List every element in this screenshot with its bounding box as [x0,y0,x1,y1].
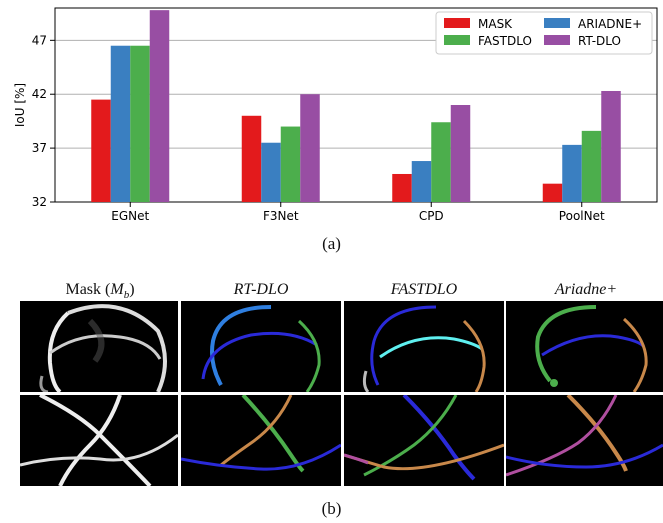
rtdlo-image-top [181,301,341,392]
bar-fastdlo-cpd [431,122,451,202]
plot-frame [54,7,658,203]
bar-ariadne-f3net [261,142,281,202]
y-axis-label: IoU [%] [13,83,27,127]
legend-swatch [544,18,570,28]
panel-title-rtdlo: RT-DLO [233,281,289,298]
mask-image-bottom [20,395,178,486]
legend-box [435,11,653,55]
iou-bar-chart: 32 37 42 47 IoU [%] EGNet F3Net CPD PoolNet MASK A… [13,7,658,223]
caption-b: (b) [321,499,342,518]
bar-rtdlo-poolnet [601,90,621,202]
ariadne-image-top [506,301,663,392]
legend-swatch [444,18,470,28]
bar-ariadne-cpd [411,161,432,202]
bar-mask-poolnet [542,183,563,202]
bar-rtdlo-egnet [149,10,170,203]
bar-ariadne-poolnet [562,144,582,202]
legend-swatch [444,35,470,45]
legend-label: FASTDLO [478,34,532,48]
x-tick-label: EGNet [111,209,149,223]
legend-label: RT-DLO [578,34,621,48]
ariadne-image-bottom [506,395,663,486]
x-tick-label: F3Net [263,209,299,223]
bar-rtdlo-f3net [300,94,320,202]
x-tick-label: CPD [419,209,444,223]
bar-mask-egnet [91,99,111,202]
panel-title-ariadne: Ariadne+ [554,281,618,298]
y-tick-label: 32 [32,195,47,209]
legend-label: MASK [478,17,513,31]
bar-rtdlo-cpd [450,105,471,202]
legend-swatch [544,35,570,45]
caption-a: (a) [322,234,341,253]
y-tick-label: 47 [32,33,47,47]
mask-image-top [20,301,178,392]
x-tick-label: PoolNet [559,209,605,223]
panel-title-fastdlo: FASTDLO [390,281,458,298]
panel-title-mask: Mask (Mb) [65,281,135,302]
bar-fastdlo-f3net [280,126,301,202]
legend-label: ARIADNE+ [578,17,642,31]
bar-fastdlo-egnet [130,45,150,202]
y-tick-label: 37 [32,141,47,155]
fastdlo-image-bottom [344,395,504,486]
bar-mask-cpd [392,173,412,202]
y-tick-label: 42 [32,87,47,101]
rtdlo-image-bottom [181,395,341,486]
fastdlo-image-top [344,301,504,392]
bar-ariadne-egnet [110,45,131,202]
bar-fastdlo-poolnet [581,130,602,202]
bar-mask-f3net [241,115,262,202]
